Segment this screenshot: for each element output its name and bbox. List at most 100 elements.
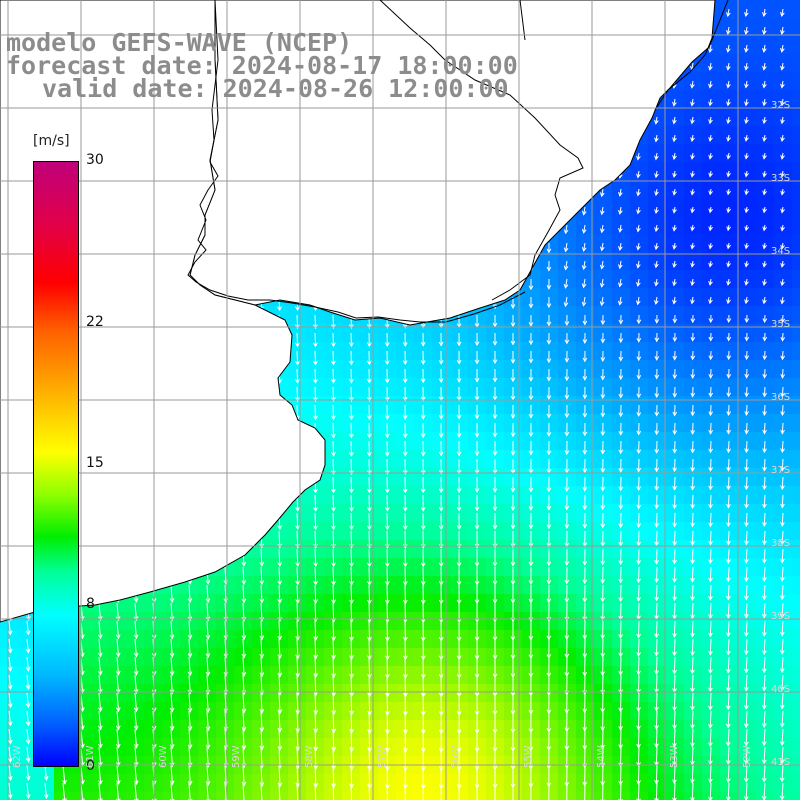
wind-arrow: [314, 386, 317, 402]
wind-arrow: [709, 512, 712, 527]
wind-arrow: [296, 332, 299, 347]
wind-arrow: [350, 584, 353, 604]
wind-arrow: [745, 494, 748, 508]
field-cell: [648, 792, 667, 800]
wind-arrow: [673, 530, 676, 546]
field-cell: [792, 594, 800, 613]
wind-arrow: [727, 530, 730, 545]
wind-arrow: [368, 566, 371, 585]
wind-arrow: [350, 476, 353, 493]
wind-arrow: [709, 584, 712, 600]
wind-arrow: [314, 512, 317, 530]
wind-arrow: [727, 8, 730, 17]
field-cell: [594, 792, 613, 800]
field-cell: [198, 792, 217, 800]
wind-arrow: [368, 584, 371, 604]
field-cell: [792, 720, 800, 739]
wind-arrow: [332, 512, 335, 530]
field-cell: [792, 486, 800, 505]
wind-arrow: [332, 332, 335, 347]
wind-arrow: [691, 566, 694, 582]
wind-arrow: [314, 350, 317, 365]
wind-arrow: [332, 422, 335, 438]
field-cell: [720, 792, 739, 800]
field-cell: [792, 702, 800, 721]
field-cell: [792, 522, 800, 541]
wind-arrow: [296, 314, 299, 329]
field-cell: [792, 270, 800, 289]
field-cell: [792, 666, 800, 685]
field-cell: [792, 738, 800, 757]
field-cell: [792, 36, 800, 55]
field-cell: [792, 576, 800, 595]
field-cell: [54, 792, 73, 800]
field-cell: [792, 54, 800, 73]
field-cell: [216, 792, 235, 800]
field-cell: [684, 792, 703, 800]
wind-arrow: [296, 386, 299, 402]
wind-arrow: [350, 566, 353, 585]
field-cell: [792, 324, 800, 343]
wind-arrow: [709, 530, 712, 545]
wind-arrow: [709, 566, 712, 582]
wind-arrow: [709, 458, 712, 471]
field-cell: [792, 198, 800, 217]
wind-arrow: [655, 584, 658, 601]
wind-arrow: [314, 314, 317, 329]
field-cell: [792, 288, 800, 307]
field-cell: [792, 450, 800, 469]
wind-arrow: [314, 332, 317, 347]
wind-arrow: [691, 494, 694, 509]
wind-arrow: [350, 548, 353, 567]
wind-arrow: [332, 476, 335, 493]
wind-arrow: [332, 566, 335, 585]
wind-arrow: [727, 512, 730, 527]
wind-arrow: [709, 548, 712, 564]
wind-arrow: [332, 494, 335, 511]
field-cell: [144, 792, 163, 800]
field-cell: [792, 774, 800, 793]
field-cell: [792, 144, 800, 163]
wind-arrow: [655, 566, 658, 583]
wind-arrow: [296, 350, 299, 365]
wind-arrow: [691, 512, 694, 527]
field-cell: [162, 792, 181, 800]
field-cell: [792, 558, 800, 577]
field-cell: [792, 108, 800, 127]
field-cell: [792, 504, 800, 523]
wind-arrow: [314, 548, 317, 567]
field-cell: [792, 612, 800, 631]
wind-arrow: [332, 440, 335, 456]
wind-arrow: [332, 350, 335, 365]
wind-arrow: [745, 512, 748, 527]
wind-arrow: [332, 404, 335, 420]
field-cell: [702, 792, 721, 800]
wind-arrow: [296, 368, 299, 383]
field-cell: [666, 792, 685, 800]
wind-arrow: [709, 440, 712, 453]
field-cell: [756, 792, 775, 800]
field-cell: [108, 792, 127, 800]
wind-arrow: [332, 548, 335, 567]
field-cell: [612, 792, 631, 800]
field-cell: [774, 792, 793, 800]
field-cell: [792, 216, 800, 235]
field-cell: [792, 396, 800, 415]
wind-arrow: [727, 494, 730, 508]
wind-arrow: [727, 476, 730, 490]
wind-arrow-head: [744, 12, 749, 18]
field-cell: [792, 306, 800, 325]
field-cell: [792, 126, 800, 145]
wind-arrow: [350, 458, 353, 475]
wind-arrow: [314, 494, 317, 511]
wind-arrow: [314, 368, 317, 383]
field-cell: [792, 792, 800, 800]
field-cell: [792, 162, 800, 181]
wind-arrow: [745, 8, 748, 17]
field-cell: [792, 360, 800, 379]
field-cell: [792, 252, 800, 271]
wind-arrow: [673, 584, 676, 601]
wind-arrow: [691, 476, 694, 490]
